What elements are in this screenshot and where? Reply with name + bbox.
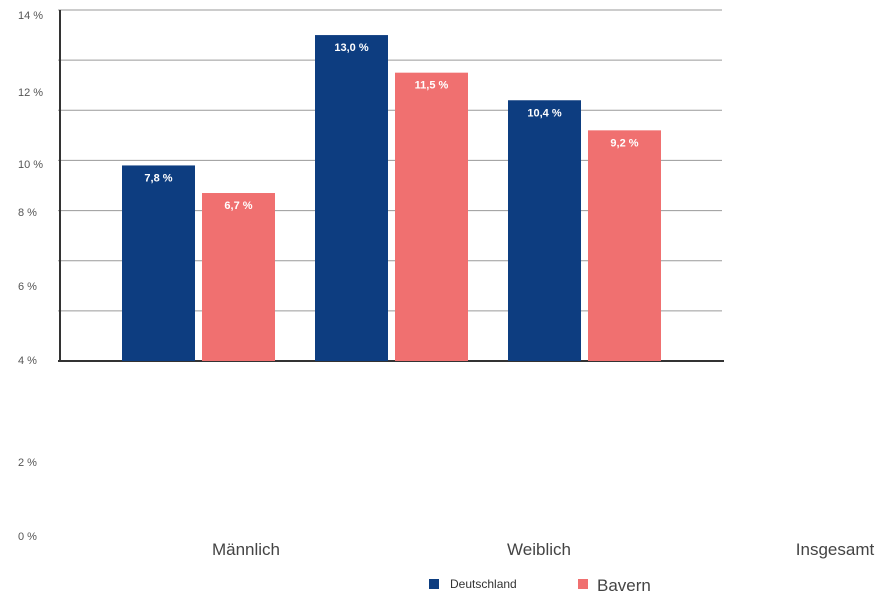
legend-label-bavern: Bavern — [597, 576, 651, 593]
data-label: 10,4 % — [527, 107, 561, 119]
bar-deutschland — [508, 100, 581, 361]
x-category-label: Weiblich — [507, 540, 571, 559]
legend-swatch-deutschland — [429, 579, 439, 589]
y-tick-labels: 14 % 12 % 10 % 8 % 6 % 4 % 2 % 0 % — [18, 10, 43, 543]
data-label: 9,2 % — [610, 137, 638, 149]
y-tick-label: 14 % — [18, 10, 43, 22]
legend: Deutschland Bavern — [429, 576, 651, 593]
bar-bavern — [202, 193, 275, 361]
data-label: 7,8 % — [144, 172, 172, 184]
y-tick-label: 2 % — [18, 457, 37, 469]
y-tick-label: 4 % — [18, 355, 37, 367]
x-category-label: Männlich — [212, 540, 280, 559]
y-tick-label: 8 % — [18, 207, 37, 219]
data-label: 11,5 % — [415, 80, 449, 92]
y-tick-label: 10 % — [18, 159, 43, 171]
legend-swatch-bavern — [578, 579, 588, 589]
data-label: 6,7 % — [224, 200, 252, 212]
y-tick-label: 12 % — [18, 87, 43, 99]
x-category-labels: Männlich Weiblich Insgesamt — [212, 540, 875, 559]
x-category-label: Insgesamt — [796, 540, 875, 559]
data-labels: 7,8 % 13,0 % 10,4 % 6,7 % 11,5 % 9,2 % — [144, 42, 638, 212]
bar-bavern — [395, 72, 468, 361]
bar-deutschland — [315, 35, 388, 361]
legend-label-deutschland: Deutschland — [450, 577, 517, 591]
y-tick-label: 0 % — [18, 531, 37, 543]
bars — [122, 35, 661, 361]
bar-bavern — [588, 130, 661, 361]
y-tick-label: 6 % — [18, 281, 37, 293]
data-label: 13,0 % — [334, 42, 368, 54]
bar-deutschland — [122, 165, 195, 361]
